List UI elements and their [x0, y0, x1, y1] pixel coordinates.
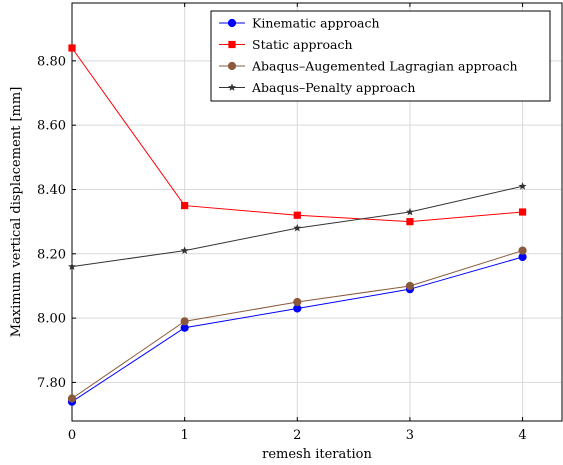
x-tick-label: 3 [406, 428, 414, 443]
series-abaqus-augmented-lagrangian [67, 246, 527, 403]
y-tick-label: 8.60 [37, 119, 66, 134]
x-tick-label: 4 [518, 428, 526, 443]
plot-frame [71, 2, 563, 422]
data-point-abaqus-augmented-lagrangian [518, 246, 527, 255]
data-point-abaqus-augmented-lagrangian [293, 297, 302, 307]
x-tick-label: 0 [68, 428, 76, 443]
data-point-abaqus-augmented-lagrangian [405, 281, 415, 291]
data-point-abaqus-penalty [180, 246, 189, 254]
legend-swatch-marker [227, 61, 237, 71]
data-point-static [293, 211, 301, 219]
series-abaqus-penalty [68, 182, 527, 271]
legend-label: Kinematic approach [252, 16, 380, 31]
data-point-static [68, 44, 76, 52]
data-point-abaqus-augmented-lagrangian [67, 394, 77, 403]
series-static [68, 44, 527, 226]
data-point-abaqus-penalty [518, 182, 527, 190]
legend-entry-static: Static approach [219, 37, 353, 52]
axis-ticks: 0 1 2 3 4 7.80 8.00 8.20 8.40 8.60 8.80 [37, 3, 527, 443]
legend-swatch-marker [228, 40, 236, 49]
data-point-static [518, 208, 527, 216]
legend-entry-abaqus-penalty: Abaqus–Penalty approach [219, 80, 415, 95]
legend-label: Static approach [252, 37, 353, 52]
data-point-static [181, 201, 189, 210]
data-point-abaqus-penalty [293, 223, 302, 232]
y-tick-label: 7.80 [37, 376, 66, 391]
x-tick-label: 1 [181, 428, 189, 443]
legend-swatch-marker [228, 83, 236, 91]
y-tick-label: 8.40 [37, 183, 66, 198]
data-point-abaqus-penalty [68, 262, 76, 271]
x-axis-label: remesh iteration [262, 447, 372, 462]
y-tick-label: 8.80 [37, 54, 66, 69]
y-tick-label: 8.20 [37, 247, 66, 262]
legend: Kinematic approach Static approach Abaqus–… [210, 10, 551, 102]
legend-label: Abaqus–Penalty approach [251, 80, 415, 95]
data-point-static [406, 218, 414, 226]
legend-entry-abaqus-augmented-lagrangian: Abaqus–Augemented Lagragian approach [219, 59, 518, 74]
x-tick-label: 2 [293, 428, 301, 443]
legend-box [210, 10, 551, 102]
legend-entry-kinematic: Kinematic approach [219, 16, 380, 31]
series-layer [67, 44, 527, 406]
data-point-abaqus-penalty [405, 207, 414, 216]
legend-label: Abaqus–Augemented Lagragian approach [251, 59, 518, 74]
y-tick-label: 8.00 [37, 312, 66, 327]
legend-swatch-marker [227, 18, 237, 28]
y-axis-label: Maximum vertical displacement [mm] [9, 87, 24, 338]
data-point-abaqus-augmented-lagrangian [180, 317, 189, 326]
